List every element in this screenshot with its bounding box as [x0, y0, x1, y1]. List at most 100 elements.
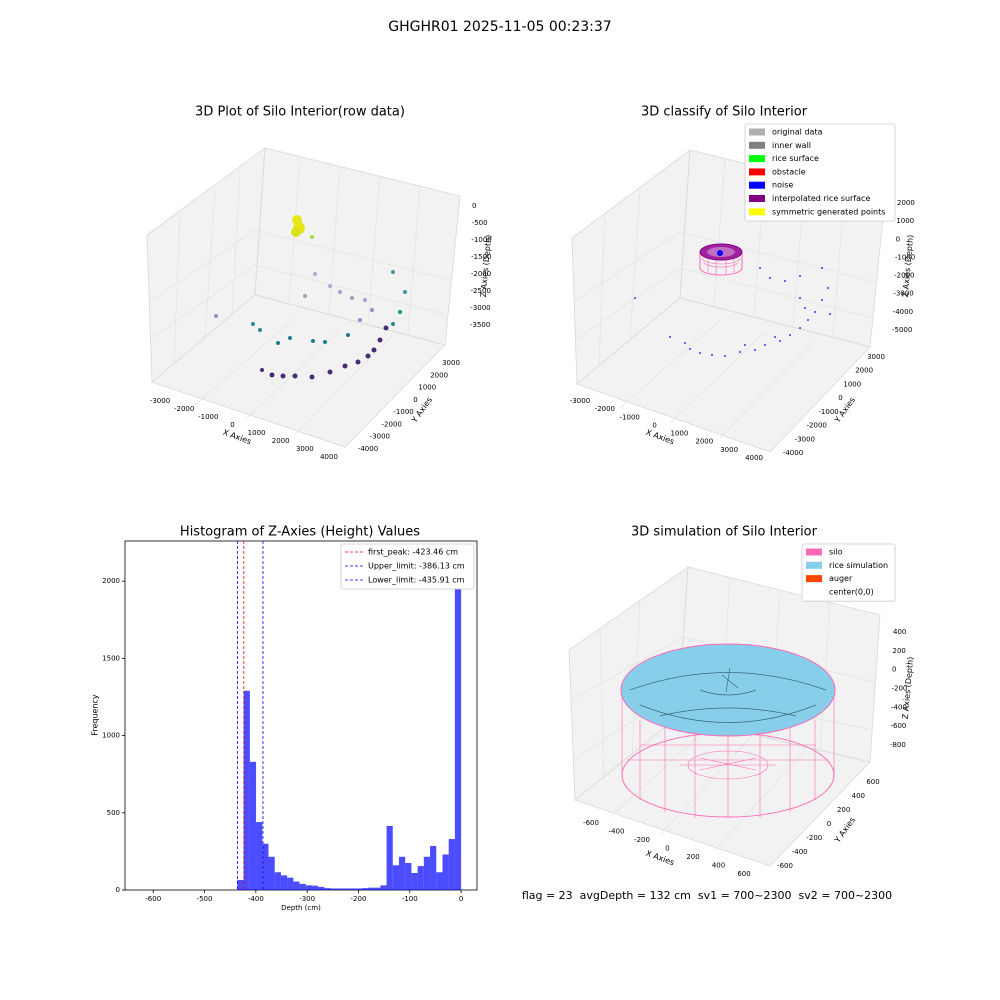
x-axis-label: Depth (cm): [281, 904, 321, 912]
histogram-bar: [336, 888, 344, 890]
legend-swatch: [806, 548, 822, 556]
histogram-bar: [442, 854, 449, 890]
legend-swatch: [749, 141, 765, 149]
legend-label: interpolated rice surface: [772, 194, 870, 203]
y-tick-label: 200: [837, 806, 850, 814]
y-tick-label: -400: [792, 848, 808, 856]
histogram-bar: [367, 887, 375, 890]
legend-box: [744, 123, 896, 222]
y-tick-label: 1000: [843, 380, 861, 388]
y-tick-label: -2000: [382, 420, 402, 428]
legend-swatch: [749, 155, 765, 163]
histogram-bar: [305, 885, 312, 890]
y-tick-label: -3000: [795, 435, 815, 443]
z-tick-label: -4000: [893, 308, 913, 316]
x-tick-label: -300: [299, 895, 315, 903]
legend-label: rice simulation: [829, 561, 888, 570]
x-tick-label: -400: [609, 828, 625, 836]
legend-swatch: [749, 168, 765, 176]
y-tick-label: 0: [413, 396, 417, 404]
histogram-bar: [256, 822, 263, 890]
legend-label: noise: [772, 181, 793, 190]
y-tick-label: 2000: [430, 371, 448, 379]
y-tick-label: 3000: [867, 353, 885, 361]
y-tick-label: 1500: [102, 654, 120, 662]
panel-box: [571, 149, 886, 453]
legend-label: center(0,0): [829, 587, 874, 596]
y-axis-label: Frequency: [91, 694, 100, 736]
z-tick-label: 400: [893, 628, 906, 636]
histogram-bar: [287, 877, 294, 890]
x-tick-label: -200: [634, 836, 650, 844]
histogram-bar: [349, 888, 356, 890]
x-tick-label: -1000: [620, 413, 640, 421]
z-tick-label: -2000: [894, 272, 914, 280]
x-tick-label: 3000: [296, 445, 314, 453]
histogram-bar: [392, 865, 399, 890]
y-tick-label: -4000: [358, 445, 378, 453]
z-tick-label: -1500: [471, 253, 491, 261]
x-tick-label: -2000: [174, 405, 194, 413]
x-tick-label: 2000: [272, 437, 290, 445]
x-tick-label: 200: [686, 853, 699, 861]
y-tick-label: 2000: [102, 577, 120, 585]
y-tick-label: -1000: [393, 408, 413, 416]
status-text: flag = 23 avgDepth = 132 cm sv1 = 700~23…: [522, 889, 892, 902]
z-tick-label: -2000: [471, 270, 491, 278]
histogram-bar: [318, 886, 325, 890]
x-tick-label: 0: [665, 845, 669, 853]
z-tick-label: -200: [892, 685, 908, 693]
scatter-points: [634, 243, 831, 357]
x-tick-label: -3000: [150, 397, 170, 405]
x-tick-label: 3000: [720, 446, 738, 454]
z-tick-label: -3500: [470, 321, 490, 329]
y-tick-label: 1000: [418, 384, 436, 392]
legend-swatch: [806, 561, 822, 569]
legend-label: obstacle: [772, 167, 806, 176]
legend-label: silo: [829, 548, 843, 557]
legend-label: Lower_limit: -435.91 cm: [368, 576, 465, 585]
x-tick-label: 4000: [320, 453, 338, 461]
z-tick-label: -1000: [471, 236, 491, 244]
chart-title: 3D simulation of Silo Interior: [631, 525, 818, 540]
histogram-bar: [330, 888, 337, 890]
legend-label: inner wall: [772, 141, 811, 150]
histogram-bar: [386, 825, 393, 890]
legend-label: first_peak: -423.46 cm: [368, 548, 458, 557]
histogram-bar: [243, 690, 250, 890]
z-tick-label: 2000: [897, 199, 915, 207]
histogram-bar: [436, 872, 443, 890]
z-tick-label: -3000: [470, 304, 490, 312]
x-tick-label: 1000: [671, 430, 689, 438]
x-tick-label: -200: [351, 895, 367, 903]
y-tick-label: 0: [838, 394, 842, 402]
z-tick-label: 200: [893, 647, 906, 655]
x-tick-label: -100: [402, 895, 418, 903]
histogram-bar: [249, 761, 257, 890]
chart-title: 3D classify of Silo Interior: [641, 105, 808, 120]
z-tick-label: -5000: [892, 326, 912, 334]
z-tick-label: -400: [891, 703, 907, 711]
y-tick-label: -600: [777, 862, 793, 870]
z-tick-label: 1000: [896, 217, 914, 225]
legend-label: symmetric generated points: [772, 207, 885, 216]
y-tick-label: -1000: [818, 408, 838, 416]
histogram-bar: [454, 557, 462, 890]
z-tick-label: -800: [890, 741, 906, 749]
histogram-bar: [430, 845, 437, 890]
legend-label: rice surface: [772, 154, 819, 163]
y-tick-label: 0: [116, 886, 120, 894]
histogram-bar: [405, 862, 412, 890]
x-tick-label: -400: [248, 895, 264, 903]
x-tick-label: -600: [583, 819, 599, 827]
histogram-bar: [280, 875, 288, 890]
scatter-points: [214, 215, 407, 380]
y-tick-label: 500: [107, 809, 120, 817]
legend-swatch: [749, 208, 765, 216]
histogram-bar: [355, 888, 362, 890]
legend-swatch: [806, 575, 822, 583]
legend-box: [801, 543, 896, 602]
y-tick-label: -3000: [370, 433, 390, 441]
histogram-bar: [411, 873, 418, 890]
histogram-bar: [268, 856, 275, 890]
